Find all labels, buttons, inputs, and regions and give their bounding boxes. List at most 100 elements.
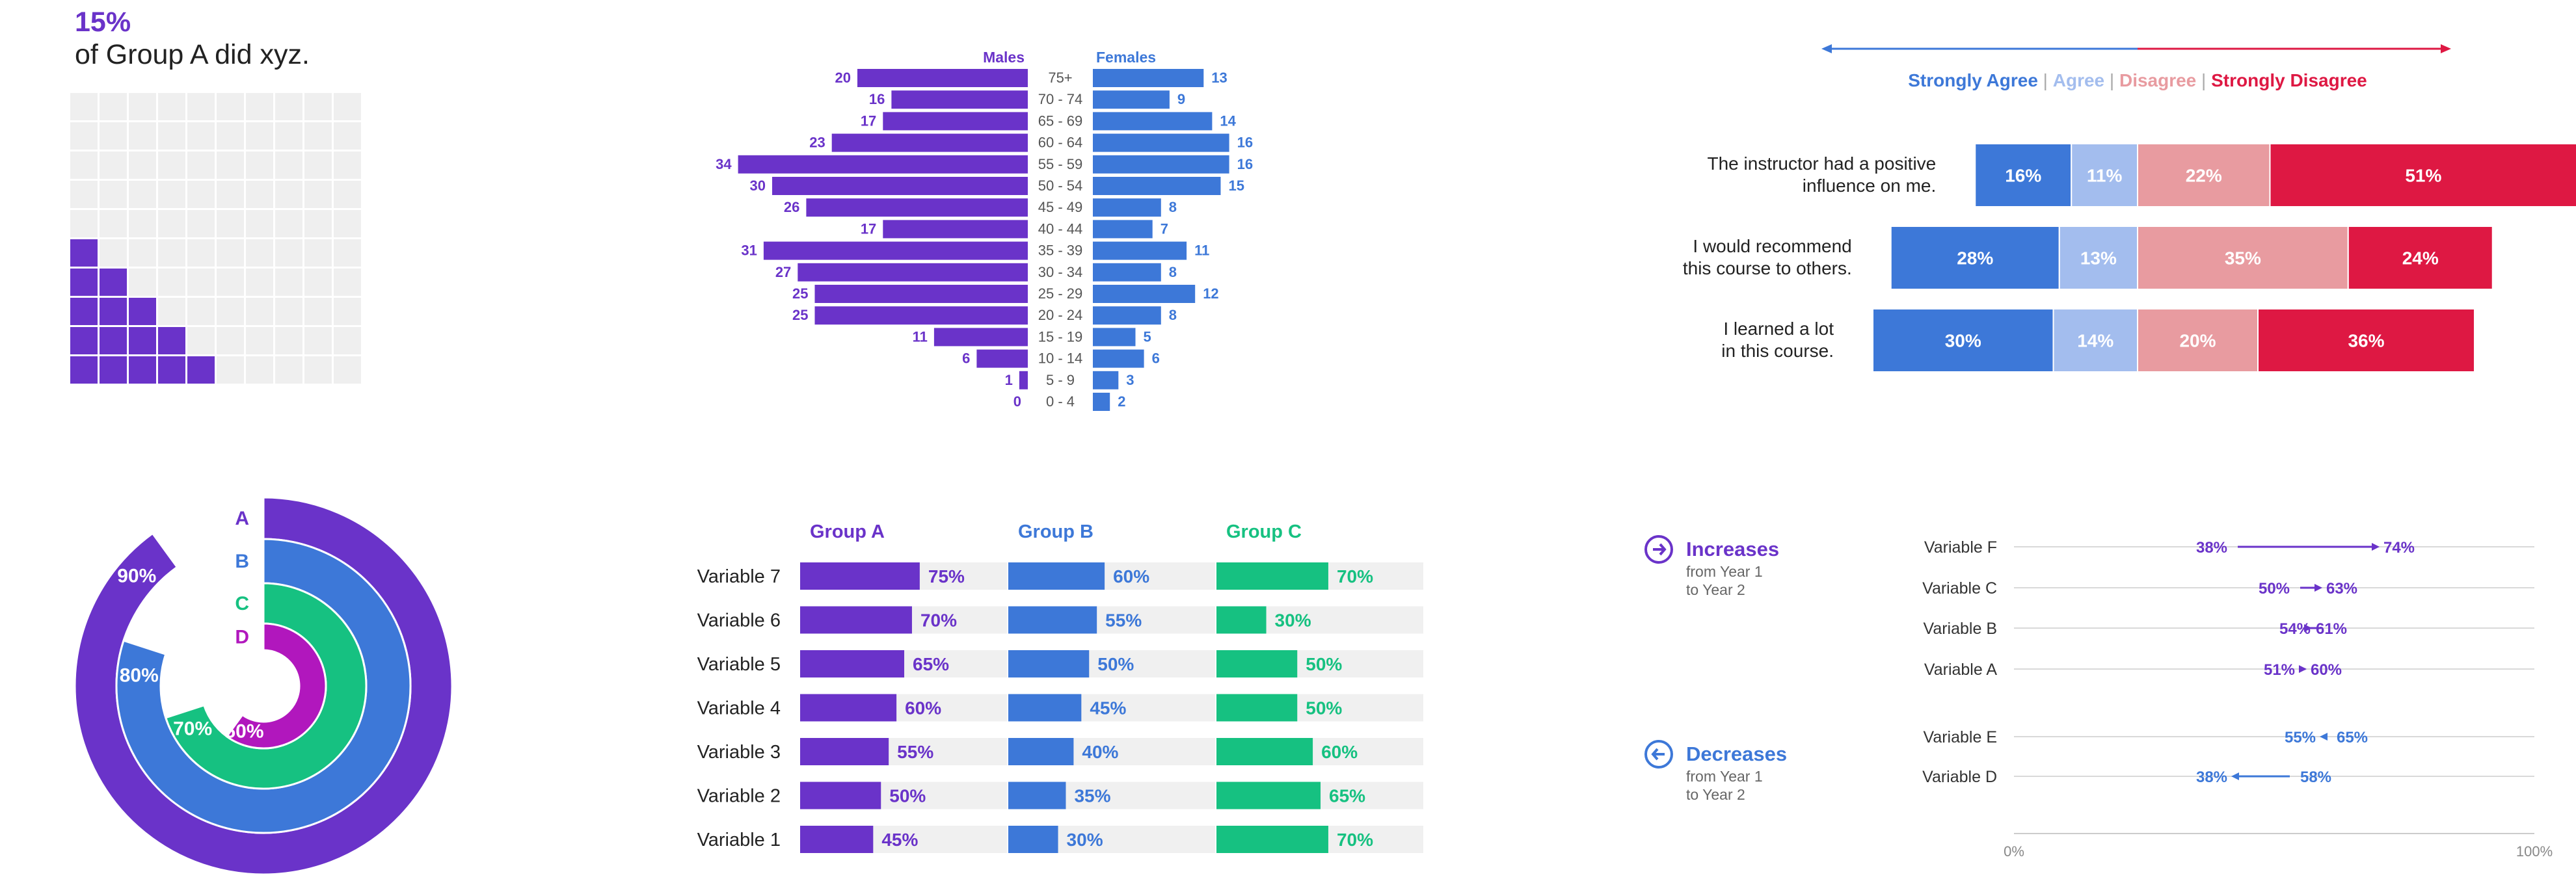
female-value-label: 14 bbox=[1220, 112, 1236, 129]
segment-value-label: 30% bbox=[1945, 331, 1981, 351]
legend-item: Agree bbox=[2053, 70, 2104, 90]
bar-value-label: 60% bbox=[905, 698, 941, 718]
waffle-panel: 15% of Group A did xyz. bbox=[0, 0, 416, 416]
waffle-cell-filled bbox=[100, 298, 127, 325]
group-bar bbox=[1008, 738, 1074, 765]
legend-item: Strongly Agree bbox=[1908, 70, 2038, 90]
waffle-cell-filled bbox=[70, 239, 98, 267]
waffle-cell bbox=[275, 356, 302, 384]
group-bar bbox=[1008, 694, 1082, 722]
from-value-label: 51% bbox=[2264, 661, 2295, 679]
variable-label: Variable B bbox=[1924, 620, 1998, 638]
from-value-label: 65% bbox=[2337, 729, 2368, 746]
change-arrowhead-icon bbox=[2320, 733, 2328, 741]
waffle-cell bbox=[275, 239, 302, 267]
waffle-cell bbox=[304, 239, 332, 267]
segment-value-label: 24% bbox=[2402, 248, 2439, 269]
waffle-cell bbox=[158, 210, 185, 237]
waffle-cell bbox=[304, 122, 332, 150]
male-bar bbox=[814, 306, 1028, 325]
left-arrowhead-icon bbox=[1821, 44, 1832, 53]
waffle-cell bbox=[187, 269, 215, 296]
waffle-cell bbox=[129, 210, 156, 237]
male-value-label: 20 bbox=[835, 70, 851, 86]
waffle-cell bbox=[217, 356, 244, 384]
female-value-label: 8 bbox=[1169, 307, 1177, 323]
waffle-cell bbox=[217, 298, 244, 325]
waffle-cell-filled bbox=[187, 356, 215, 384]
bar-value-label: 40% bbox=[1082, 742, 1118, 762]
waffle-cell bbox=[246, 122, 273, 150]
waffle-cell bbox=[246, 269, 273, 296]
likert-segment bbox=[2347, 226, 2493, 290]
female-value-label: 8 bbox=[1169, 199, 1177, 215]
segment-value-label: 22% bbox=[2186, 166, 2222, 186]
from-value-label: 38% bbox=[2196, 539, 2227, 557]
waffle-cell bbox=[246, 356, 273, 384]
segment-value-label: 35% bbox=[2225, 248, 2261, 269]
waffle-cell bbox=[217, 269, 244, 296]
waffle-cell bbox=[304, 298, 332, 325]
waffle-cell-filled bbox=[129, 327, 156, 354]
waffle-cell bbox=[217, 327, 244, 354]
waffle-cell bbox=[158, 93, 185, 120]
bar-value-label: 50% bbox=[889, 786, 926, 806]
males-header: Males bbox=[983, 49, 1025, 66]
waffle-cell bbox=[187, 327, 215, 354]
male-bar bbox=[763, 241, 1028, 260]
female-value-label: 8 bbox=[1169, 264, 1177, 280]
right-arrowhead-icon bbox=[2441, 44, 2451, 53]
legend-separator: | bbox=[2038, 70, 2053, 90]
waffle-cell bbox=[275, 210, 302, 237]
likert-segment bbox=[2137, 226, 2349, 290]
variable-label: Variable 3 bbox=[697, 742, 781, 763]
waffle-cell bbox=[246, 93, 273, 120]
group-bar bbox=[800, 606, 912, 634]
waffle-caption: of Group A did xyz. bbox=[75, 39, 310, 70]
female-bar bbox=[1093, 263, 1161, 282]
likert-segment bbox=[2269, 143, 2576, 207]
waffle-chart bbox=[70, 93, 361, 384]
statement-label: influence on me. bbox=[1803, 176, 1936, 196]
variable-label: Variable D bbox=[1922, 768, 1997, 786]
ring-name-label: D bbox=[235, 627, 249, 648]
waffle-cell bbox=[217, 210, 244, 237]
age-group-label: 10 - 14 bbox=[1038, 350, 1083, 367]
age-group-label: 30 - 34 bbox=[1038, 264, 1083, 280]
female-bar bbox=[1093, 241, 1187, 260]
age-group-label: 0 - 4 bbox=[1046, 393, 1075, 410]
waffle-cell bbox=[334, 93, 361, 120]
waffle-cell bbox=[334, 327, 361, 354]
male-value-label: 30 bbox=[750, 178, 766, 194]
bar-value-label: 50% bbox=[1097, 654, 1134, 674]
likert-segment bbox=[2058, 226, 2138, 290]
likert-segment bbox=[1890, 226, 2060, 290]
ring-value-label: 90% bbox=[117, 566, 156, 587]
likert-segment bbox=[2137, 308, 2259, 373]
male-bar bbox=[772, 177, 1028, 195]
waffle-cell-filled bbox=[100, 356, 127, 384]
likert-segment bbox=[2257, 308, 2475, 373]
waffle-cell bbox=[187, 210, 215, 237]
bar-value-label: 30% bbox=[1067, 830, 1103, 850]
waffle-cell bbox=[158, 181, 185, 208]
bar-value-label: 70% bbox=[920, 611, 957, 631]
section-subtitle: from Year 1 bbox=[1686, 768, 1763, 785]
statement-label: I learned a lot bbox=[1723, 319, 1834, 339]
bar-value-label: 65% bbox=[1329, 786, 1365, 806]
waffle-cell bbox=[129, 269, 156, 296]
segment-value-label: 14% bbox=[2077, 331, 2113, 351]
waffle-cell-filled bbox=[70, 356, 98, 384]
waffle-cell bbox=[217, 239, 244, 267]
female-bar bbox=[1093, 349, 1144, 368]
male-bar bbox=[883, 220, 1028, 239]
waffle-cell bbox=[187, 122, 215, 150]
female-value-label: 6 bbox=[1152, 350, 1160, 367]
diverging-likert-chart: Strongly Agree | Agree | Disagree | Stro… bbox=[1683, 44, 2576, 373]
waffle-cell bbox=[100, 93, 127, 120]
segment-value-label: 51% bbox=[2405, 166, 2441, 186]
age-group-label: 45 - 49 bbox=[1038, 199, 1083, 215]
change-arrowhead-icon bbox=[2314, 584, 2322, 592]
section-subtitle: from Year 1 bbox=[1686, 563, 1763, 580]
